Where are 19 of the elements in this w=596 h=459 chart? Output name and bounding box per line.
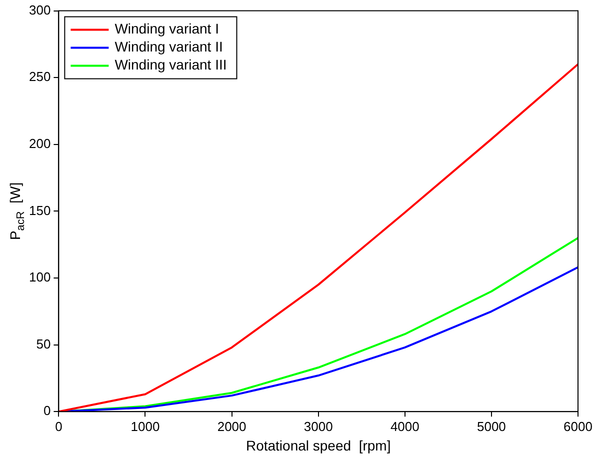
y-tick-label: 200 [28, 136, 51, 151]
x-tick-label: 2000 [217, 418, 246, 434]
y-tick-label: 250 [28, 69, 51, 84]
x-tick-label: 3000 [304, 418, 333, 434]
x-tick-label: 6000 [564, 418, 592, 434]
x-tick-label: 0 [55, 418, 62, 434]
legend-label: Winding variant II [114, 38, 223, 55]
y-tick-label: 150 [28, 202, 51, 218]
x-tick-label: 1000 [130, 418, 160, 434]
x-tick-label: 5000 [476, 418, 506, 434]
y-tick-label: 50 [36, 336, 51, 352]
y-tick-label: 100 [28, 270, 51, 285]
legend-label: Winding variant III [114, 56, 227, 73]
y-tick-label: 0 [43, 403, 51, 418]
x-axis-title: Rotational speed [rpm] [246, 437, 391, 454]
x-tick-label: 4000 [390, 418, 420, 434]
legend-label: Winding variant I [114, 20, 219, 37]
y-axis-title: PacR [W] [6, 182, 28, 240]
y-tick-label: 300 [28, 2, 51, 18]
